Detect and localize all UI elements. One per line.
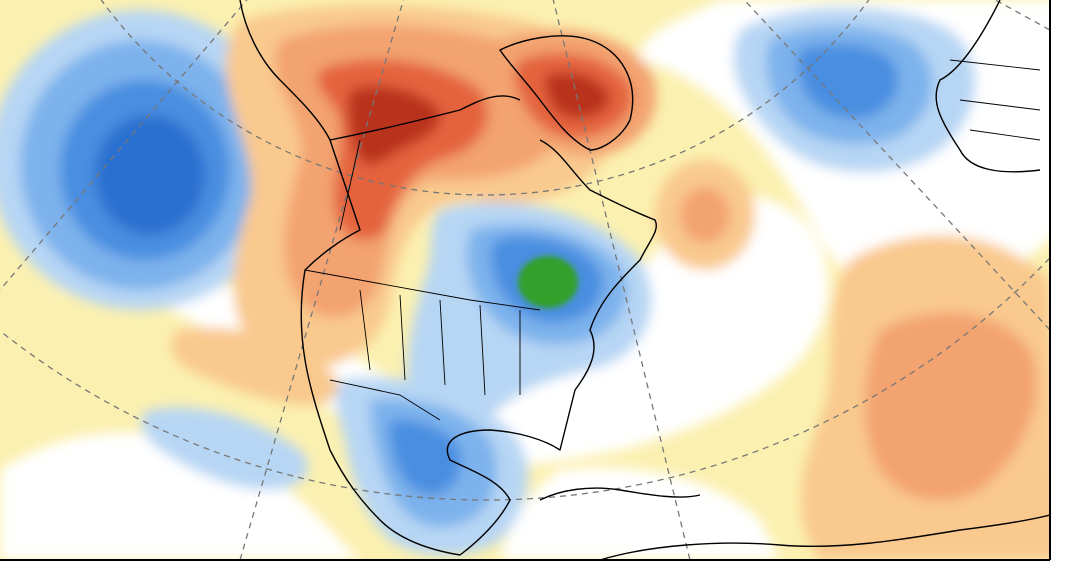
graticule-meridian-1 <box>0 0 248 291</box>
border-us-canada <box>304 269 541 311</box>
graticule-meridian-3 <box>552 0 691 560</box>
graticule-parallel-3 <box>0 256 1050 501</box>
coastline-south-america <box>599 514 1050 560</box>
political-borders <box>304 59 1041 421</box>
map-content <box>0 0 1050 560</box>
anomaly-layer <box>0 0 1050 560</box>
europe-cold-inner <box>797 44 899 119</box>
neutral-region-southwest <box>0 432 360 560</box>
coastline-greenland <box>499 35 634 151</box>
state-borders <box>359 289 521 396</box>
coastline-caribbean <box>539 487 701 501</box>
coastline-europe <box>935 0 1041 173</box>
east-atlantic-warm-inner <box>865 312 1037 501</box>
graticule <box>0 0 1050 560</box>
coastline-arctic <box>329 95 521 141</box>
border-alaska <box>339 139 361 231</box>
west-coast-warm-patch <box>171 327 339 406</box>
greenland-warm-core <box>545 72 611 119</box>
coastline-atlantic <box>446 139 657 556</box>
ontario-quebec-extreme-cold <box>518 256 578 308</box>
border-us-mexico <box>329 379 441 421</box>
atlantic-warm-patch-inner <box>680 187 730 243</box>
mexico-cold-inner <box>389 419 462 495</box>
extreme-cold-layer <box>518 256 578 308</box>
graticule-meridian-2 <box>239 0 405 560</box>
alaska-warm-core <box>348 86 441 165</box>
north-pacific-cold-core <box>95 115 205 235</box>
coastlines <box>239 0 1050 560</box>
europe-borders <box>949 59 1041 141</box>
neutral-region-central <box>40 196 829 469</box>
